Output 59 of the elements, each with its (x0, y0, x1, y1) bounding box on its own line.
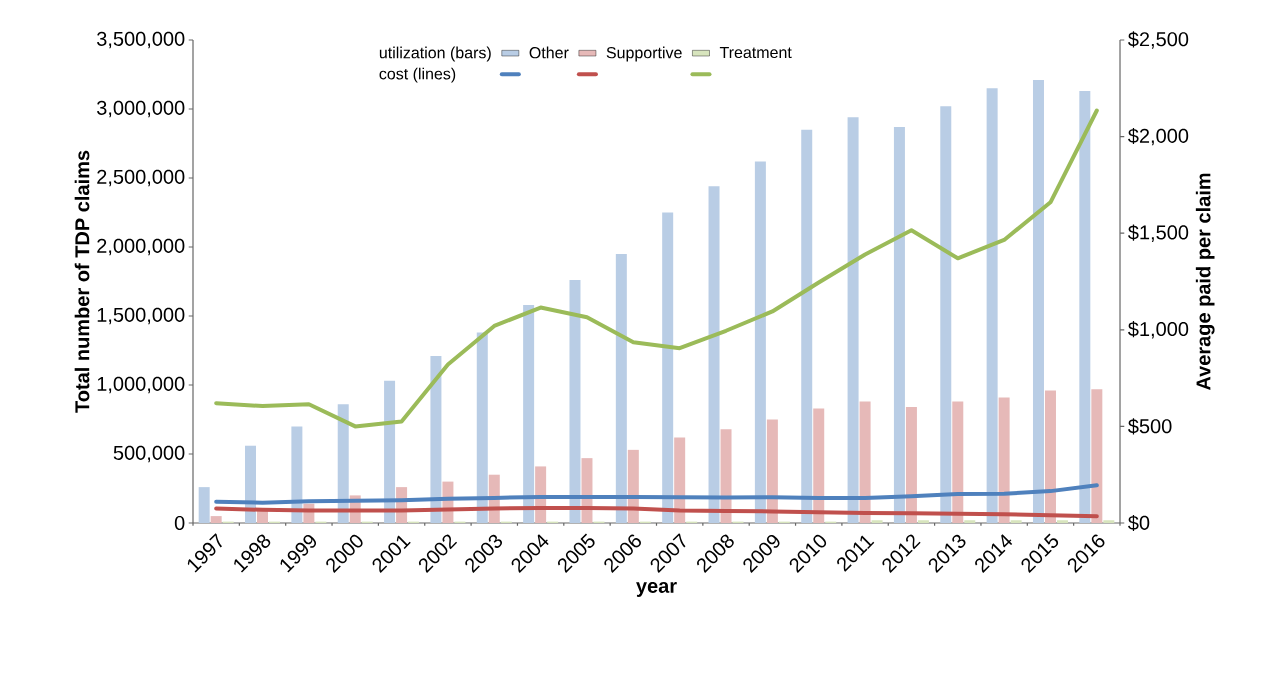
bar (210, 516, 222, 523)
bar (291, 426, 303, 523)
bar (708, 186, 720, 523)
y2-tick-label: $2,000 (1128, 127, 1189, 146)
legend-label: Other (529, 46, 569, 59)
bar (801, 129, 813, 523)
bar (430, 356, 442, 523)
y-tick-label: 500,000 (113, 445, 185, 463)
y-tick-label: 2,500,000 (97, 169, 185, 187)
bar (662, 212, 674, 523)
bar (384, 380, 396, 523)
bar (964, 520, 976, 523)
y-tick-label: 2,000,000 (97, 238, 185, 256)
y-tick-label: 1,500,000 (97, 307, 185, 325)
bar (1103, 520, 1115, 523)
bar (337, 404, 349, 523)
x-axis-title: year (636, 581, 677, 597)
bar (940, 106, 952, 523)
y-tick-label: 0 (174, 515, 185, 531)
bar (813, 408, 825, 523)
y2-tick-label: $1,000 (1128, 321, 1189, 339)
bar (1032, 80, 1044, 523)
bar (1010, 520, 1022, 523)
bar (615, 253, 627, 523)
bar (998, 397, 1010, 523)
legend-label: Supportive (606, 46, 682, 62)
bar (952, 401, 964, 523)
bar (871, 520, 883, 523)
y2-axis-title: Average paid per claim (1195, 173, 1215, 391)
annotation: cost (lines) (379, 67, 456, 83)
y-tick-label: 3,000,000 (96, 100, 185, 118)
bar (476, 332, 488, 523)
y2-tick-label: $500 (1128, 418, 1172, 435)
bar (1044, 390, 1056, 523)
y-tick-label: 1,000,000 (97, 376, 185, 394)
bar (674, 437, 686, 523)
line-series (214, 108, 1099, 429)
y-axis-title: Total number of TDP claims (74, 150, 90, 413)
bar (1056, 520, 1068, 523)
bar (893, 126, 905, 523)
y2-tick-label: $1,500 (1128, 224, 1189, 242)
bar (905, 407, 917, 523)
bar (766, 419, 778, 523)
bar (754, 161, 766, 523)
bar (198, 487, 210, 523)
bar (523, 304, 535, 523)
bar (986, 88, 998, 523)
bar (859, 401, 871, 523)
bar (1079, 91, 1091, 523)
y2-tick-label: $2,500 (1128, 31, 1189, 49)
bar (569, 280, 581, 523)
y-tick-label: 3,500,000 (96, 31, 185, 49)
bar (1091, 389, 1103, 523)
legend-label: Treatment (719, 46, 792, 59)
y2-tick-label: $0 (1128, 514, 1150, 532)
annotation: utilization (bars) (379, 46, 491, 62)
bar (720, 429, 732, 523)
bar (847, 117, 859, 523)
bar (917, 520, 929, 523)
